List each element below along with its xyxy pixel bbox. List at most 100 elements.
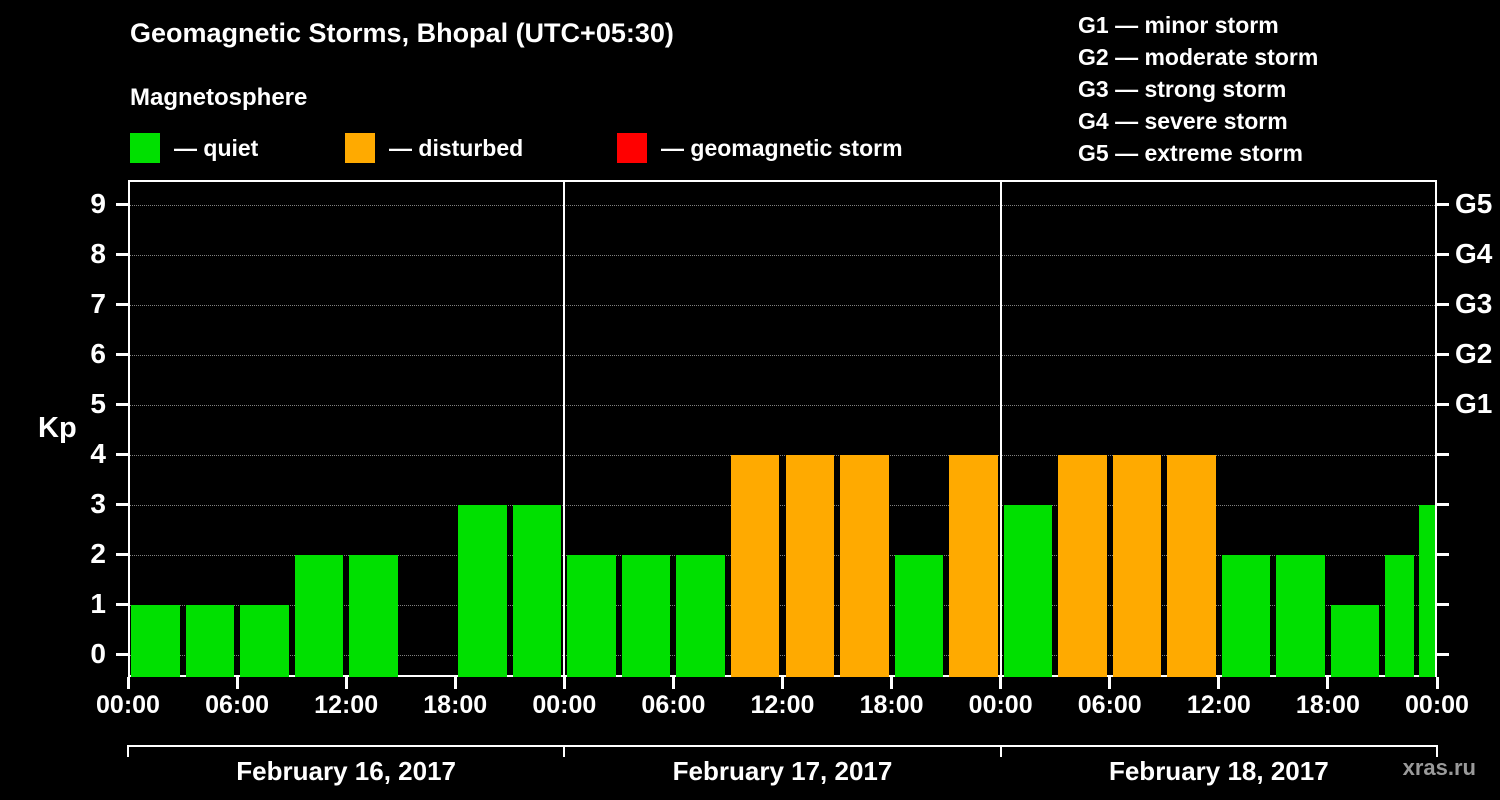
x-tick-label: 00:00: [968, 691, 1033, 719]
x-tick: [1217, 677, 1221, 689]
x-tick-label: 18:00: [859, 691, 924, 719]
kp-bar: [1276, 554, 1325, 677]
kp-bar: [1221, 554, 1271, 677]
y-tick-right-8: [1437, 253, 1449, 257]
x-tick: [1326, 677, 1330, 689]
kp-bar: [949, 454, 998, 677]
g-scale-item-1: G1 — minor storm: [1078, 12, 1279, 38]
x-tick: [344, 677, 348, 689]
y-tick-label-6: 6: [90, 337, 106, 369]
gridline-kp-0: [130, 654, 1435, 656]
y-tick-label-3: 3: [90, 487, 106, 519]
kp-bar: [730, 454, 780, 677]
x-tick: [671, 677, 675, 689]
y-tick-right-4: [1437, 453, 1449, 457]
y-tick-label-2: 2: [90, 537, 106, 569]
x-tick-label-end: 00:00: [1405, 691, 1469, 719]
y-tick-right-9: [1437, 203, 1449, 207]
gridline-kp-4: [130, 454, 1435, 456]
legend-swatch-0: [130, 133, 160, 163]
magnetosphere-legend-title: Magnetosphere: [130, 84, 308, 111]
y-tick-left-5: [116, 403, 128, 407]
date-axis-tick-2: [999, 745, 1002, 757]
kp-bar: [785, 454, 835, 677]
x-tick: [126, 677, 130, 689]
date-axis-line: [128, 745, 1437, 747]
y-tick-right-1: [1437, 603, 1449, 607]
kp-bar: [676, 554, 725, 677]
watermark: xras.ru: [1402, 755, 1476, 780]
kp-bar: [349, 554, 398, 677]
gridline-kp-5: [130, 404, 1435, 406]
date-label-0: February 16, 2017: [236, 756, 456, 786]
date-axis-tick-3: [1436, 745, 1438, 757]
x-tick-label: 06:00: [641, 691, 706, 719]
y-tick-right-2: [1437, 553, 1449, 557]
y-tick-left-2: [116, 553, 128, 557]
x-tick: [235, 677, 239, 689]
kp-bar: [1385, 554, 1414, 677]
gridline-kp-3: [130, 504, 1435, 506]
gridline-kp-2: [130, 554, 1435, 556]
day-separator-2: [999, 180, 1002, 677]
g-scale-item-3: G3 — strong storm: [1078, 76, 1287, 102]
x-tick: [890, 677, 894, 689]
kp-bar: [1003, 504, 1053, 677]
kp-bar: [458, 504, 507, 677]
gridline-kp-6: [130, 354, 1435, 356]
y-tick-right-3: [1437, 503, 1449, 507]
right-axis-label-G5: G5: [1455, 187, 1493, 219]
kp-bar: [567, 554, 616, 677]
right-axis-label-G2: G2: [1455, 337, 1493, 369]
plot-area: [128, 180, 1437, 677]
y-tick-label-7: 7: [90, 287, 106, 319]
y-tick-right-0: [1437, 653, 1449, 657]
chart-title: Geomagnetic Storms, Bhopal (UTC+05:30): [130, 18, 674, 48]
legend-label-2: — geomagnetic storm: [661, 135, 903, 161]
kp-bar: [131, 604, 180, 677]
kp-bar: [1330, 604, 1380, 677]
x-tick: [453, 677, 457, 689]
legend-swatch-2: [617, 133, 647, 163]
gridline-kp-1: [130, 604, 1435, 606]
y-tick-label-4: 4: [90, 437, 106, 469]
x-tick-label: 00:00: [96, 691, 160, 719]
y-tick-left-4: [116, 453, 128, 457]
legend-label-0: — quiet: [174, 135, 259, 161]
right-axis-label-G1: G1: [1455, 387, 1493, 419]
x-tick: [562, 677, 566, 689]
gridline-kp-8: [130, 254, 1435, 256]
y-tick-left-1: [116, 603, 128, 607]
kp-bar-partial: [1419, 504, 1435, 677]
x-tick-label: 06:00: [205, 691, 270, 719]
x-tick-label: 12:00: [750, 691, 815, 719]
legend-swatch-1: [345, 133, 375, 163]
y-tick-left-0: [116, 653, 128, 657]
kp-bar: [1058, 454, 1107, 677]
x-tick-label: 18:00: [423, 691, 488, 719]
y-tick-left-7: [116, 303, 128, 307]
y-tick-label-5: 5: [90, 387, 106, 419]
x-tick-label: 06:00: [1077, 691, 1142, 719]
y-tick-left-3: [116, 503, 128, 507]
gridline-kp-7: [130, 304, 1435, 306]
right-axis-label-G4: G4: [1455, 237, 1493, 269]
y-tick-left-6: [116, 353, 128, 357]
x-tick: [1435, 677, 1439, 689]
legend-label-1: — disturbed: [389, 135, 524, 161]
kp-bar: [185, 604, 235, 677]
x-tick-label: 12:00: [1186, 691, 1251, 719]
y-tick-label-0: 0: [90, 637, 106, 669]
y-tick-right-7: [1437, 303, 1449, 307]
x-tick-label: 00:00: [532, 691, 597, 719]
kp-bar: [894, 554, 944, 677]
date-axis-tick-0: [127, 745, 129, 757]
g-scale-item-4: G4 — severe storm: [1078, 108, 1288, 134]
g-scale-item-2: G2 — moderate storm: [1078, 44, 1319, 70]
date-label-1: February 17, 2017: [672, 756, 893, 786]
date-axis-tick-1: [563, 745, 566, 757]
x-tick-label: 18:00: [1295, 691, 1360, 719]
gridline-kp-9: [130, 204, 1435, 206]
y-tick-left-9: [116, 203, 128, 207]
